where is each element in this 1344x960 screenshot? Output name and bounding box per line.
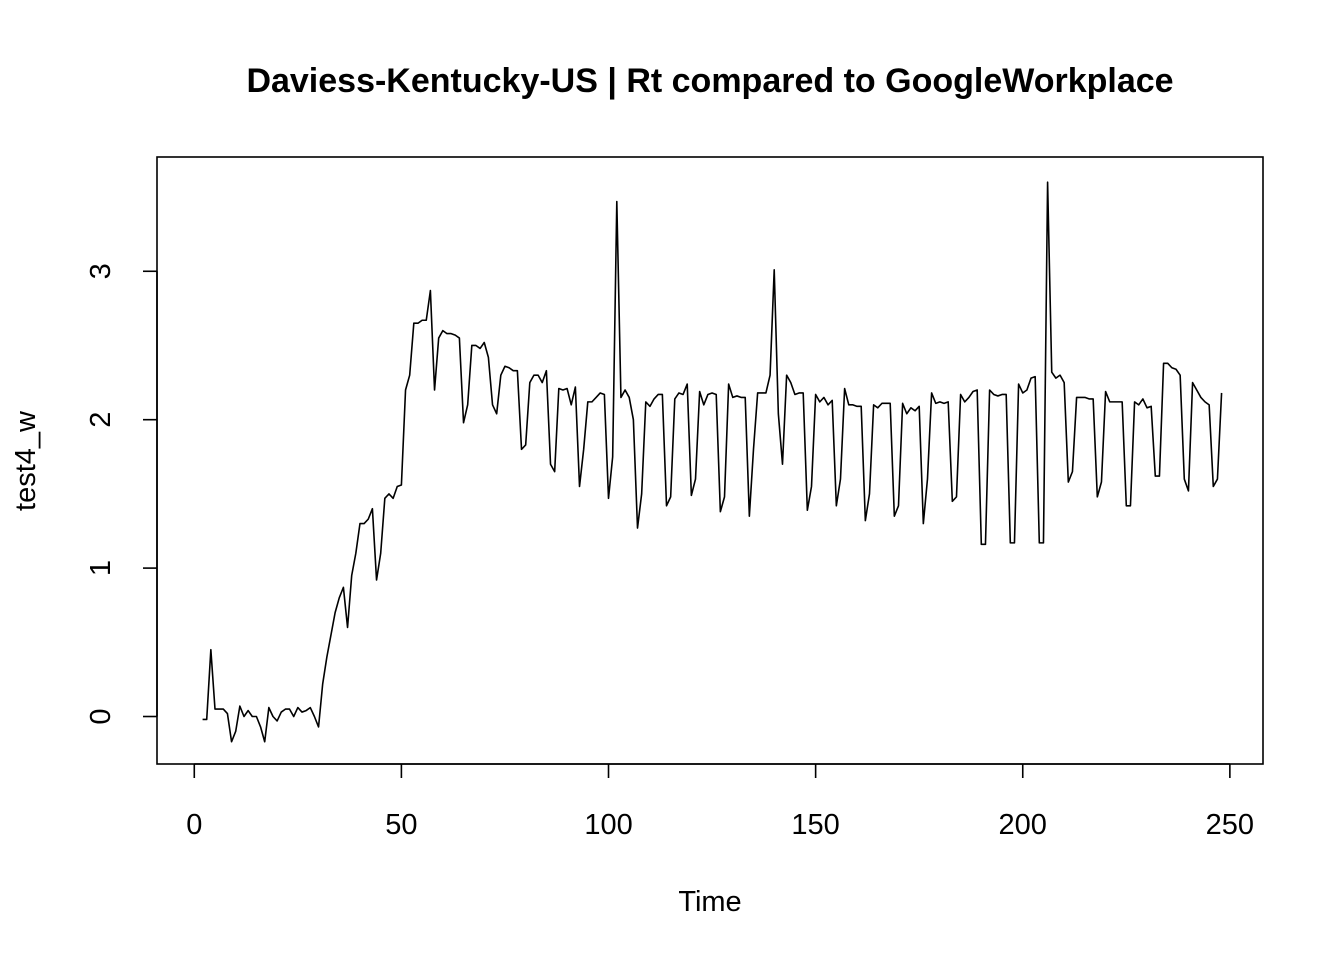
x-tick-label: 150 [791, 809, 839, 841]
y-tick-label: 1 [85, 560, 117, 576]
x-axis-label: Time [678, 886, 741, 918]
y-axis-label: test4_w [10, 410, 42, 511]
y-tick-label: 2 [85, 412, 117, 428]
plot-area-frame [156, 156, 1264, 765]
y-axis: 0 1 2 3 [85, 263, 158, 725]
x-axis: 0 50 100 150 200 250 [186, 763, 1254, 841]
x-tick-label: 50 [385, 809, 417, 841]
x-tick-label: 200 [999, 809, 1047, 841]
x-tick-label: 250 [1206, 809, 1254, 841]
x-tick-label: 100 [584, 809, 632, 841]
y-tick-label: 0 [85, 708, 117, 724]
x-tick-label: 0 [186, 809, 202, 841]
chart-title: Daviess-Kentucky-US | Rt compared to Goo… [246, 62, 1173, 100]
y-tick-label: 3 [85, 263, 117, 279]
series-layer [202, 181, 1223, 743]
series-line [202, 181, 1223, 743]
